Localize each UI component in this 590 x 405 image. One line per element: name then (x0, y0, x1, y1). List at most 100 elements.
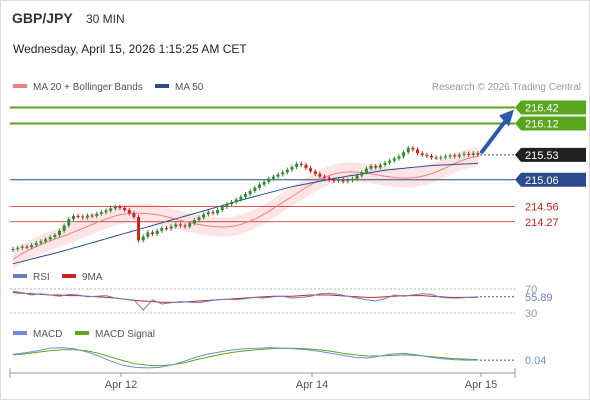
candle (313, 171, 317, 174)
candle (374, 165, 378, 168)
candle (30, 245, 34, 248)
candle (16, 247, 20, 249)
candle (443, 156, 447, 158)
legend-swatch-ma50 (155, 84, 169, 88)
macd-current-label: 0.04 (525, 355, 546, 367)
research-credit: Research © 2026 Trading Central (432, 82, 581, 93)
projection-arrow (480, 119, 507, 154)
macd-panel: 0.04 (12, 347, 546, 369)
legend-swatch-macd (13, 331, 27, 335)
candle (453, 155, 457, 157)
candle (411, 147, 415, 150)
candle (476, 153, 480, 155)
price-panel: 216.42 216.12 215.53 215.06 214.56 214.27 (10, 100, 586, 270)
x-axis: Apr 12 Apr 14 Apr 15 (9, 368, 516, 391)
candle (467, 153, 471, 155)
candle (267, 178, 271, 182)
symbol-title: GBP/JPY (12, 10, 73, 26)
candle (281, 172, 285, 175)
candle (104, 210, 108, 213)
candle (90, 215, 94, 217)
candle (44, 239, 48, 242)
legend-label-ma50: MA 50 (175, 82, 204, 93)
candle (174, 224, 178, 227)
candle (160, 228, 164, 231)
pivot-label: 215.06 (525, 175, 559, 187)
candle (350, 178, 354, 181)
macd-line (12, 347, 478, 369)
candle (457, 154, 461, 157)
support-1-label: 214.56 (525, 201, 559, 213)
candle (425, 154, 429, 156)
current-price-tag (515, 147, 586, 162)
candle (439, 157, 443, 159)
resistance-2-tag (515, 100, 586, 115)
legend-swatch-rsi-ma (62, 274, 76, 278)
candle (299, 163, 303, 165)
legend-label-macd: MACD (33, 329, 62, 340)
candle (76, 215, 80, 217)
candle (346, 180, 350, 182)
candle (85, 215, 89, 218)
candle (62, 225, 66, 231)
candle (67, 219, 71, 226)
candle (471, 153, 475, 155)
candle (151, 232, 154, 234)
candle (192, 220, 196, 224)
ma20-line (12, 155, 479, 260)
candle (285, 169, 289, 173)
candle (58, 230, 61, 236)
rsi-ref-label-30: 30 (525, 308, 537, 320)
candle (123, 207, 127, 211)
candle (141, 236, 145, 241)
candle (211, 212, 215, 214)
candle (332, 179, 336, 181)
x-tick-label: Apr 12 (105, 379, 137, 391)
rsi-panel: 70 30 55.89 (10, 284, 553, 320)
legend-swatch-macd-signal (75, 331, 89, 335)
candle (388, 160, 392, 163)
legend-label-rsi: RSI (33, 272, 50, 283)
candle (378, 164, 382, 168)
candle (383, 162, 387, 165)
candle (206, 212, 210, 215)
current-price-label: 215.53 (525, 150, 559, 162)
candle (137, 216, 141, 241)
timeframe-label: 30 MIN (86, 12, 125, 26)
legend-label-rsi-ma: 9MA (82, 272, 103, 283)
candle (244, 194, 247, 197)
legend-label-macd-signal: MACD Signal (95, 329, 155, 340)
resistance-1-label: 216.12 (525, 118, 559, 130)
candle (220, 206, 224, 211)
candle (99, 212, 103, 214)
candle (118, 206, 122, 208)
candle (369, 165, 373, 169)
candle (155, 230, 159, 234)
candle (178, 224, 182, 226)
candle (341, 179, 345, 182)
candle (406, 147, 410, 153)
candle (364, 168, 368, 173)
candle (164, 228, 168, 230)
candle (169, 226, 173, 229)
rsi-current-label: 55.89 (525, 292, 553, 304)
x-tick-label: Apr 14 (296, 379, 328, 391)
candle (271, 176, 275, 179)
candle (53, 235, 57, 238)
candle (202, 214, 206, 218)
candle (234, 199, 238, 203)
candle (248, 190, 252, 195)
candle (392, 158, 396, 161)
rsi-ref-label-70: 70 (525, 284, 537, 296)
candle (216, 210, 220, 214)
candle (402, 152, 406, 157)
candle (230, 202, 234, 205)
candle (318, 173, 322, 177)
candle (95, 213, 99, 216)
legend-swatch-ma20 (13, 84, 27, 88)
candle (397, 156, 401, 159)
candle (355, 175, 359, 179)
candle (416, 149, 420, 154)
candle (462, 153, 466, 155)
